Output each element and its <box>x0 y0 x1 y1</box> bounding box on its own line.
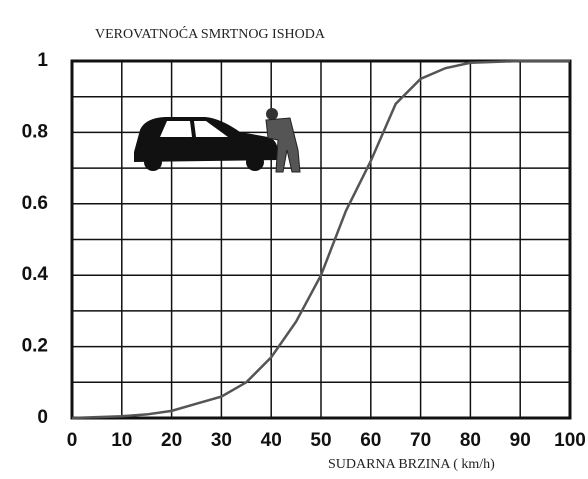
x-axis-label: SUDARNA BRZINA ( km/h) <box>328 457 495 472</box>
data-line <box>71 59 570 420</box>
y-tick-label: 0 <box>37 407 48 428</box>
x-tick-label: 80 <box>460 430 481 451</box>
y-tick-label: 0.6 <box>22 193 48 214</box>
y-tick-label: 0.4 <box>22 264 49 285</box>
x-tick-label: 0 <box>67 430 78 451</box>
x-tick-label: 20 <box>161 430 182 451</box>
x-tick-label: 30 <box>211 430 232 451</box>
grid <box>71 60 571 419</box>
y-tick-label: 0.2 <box>22 336 48 357</box>
y-tick-label: 1 <box>37 50 48 71</box>
x-tick-label: 10 <box>111 430 132 451</box>
x-tick-label: 40 <box>261 430 282 451</box>
y-tick-label: 0.8 <box>22 121 48 142</box>
x-tick-label: 70 <box>410 430 431 451</box>
chart-title: VEROVATNOĆA SMRTNOG ISHODA <box>95 25 326 42</box>
plot-frame <box>70 59 572 420</box>
x-tick-label: 60 <box>360 430 381 451</box>
x-tick-label: 90 <box>510 430 531 451</box>
x-tick-label: 50 <box>310 430 331 451</box>
x-tick-label: 100 <box>554 430 586 451</box>
car-icon <box>134 108 301 173</box>
